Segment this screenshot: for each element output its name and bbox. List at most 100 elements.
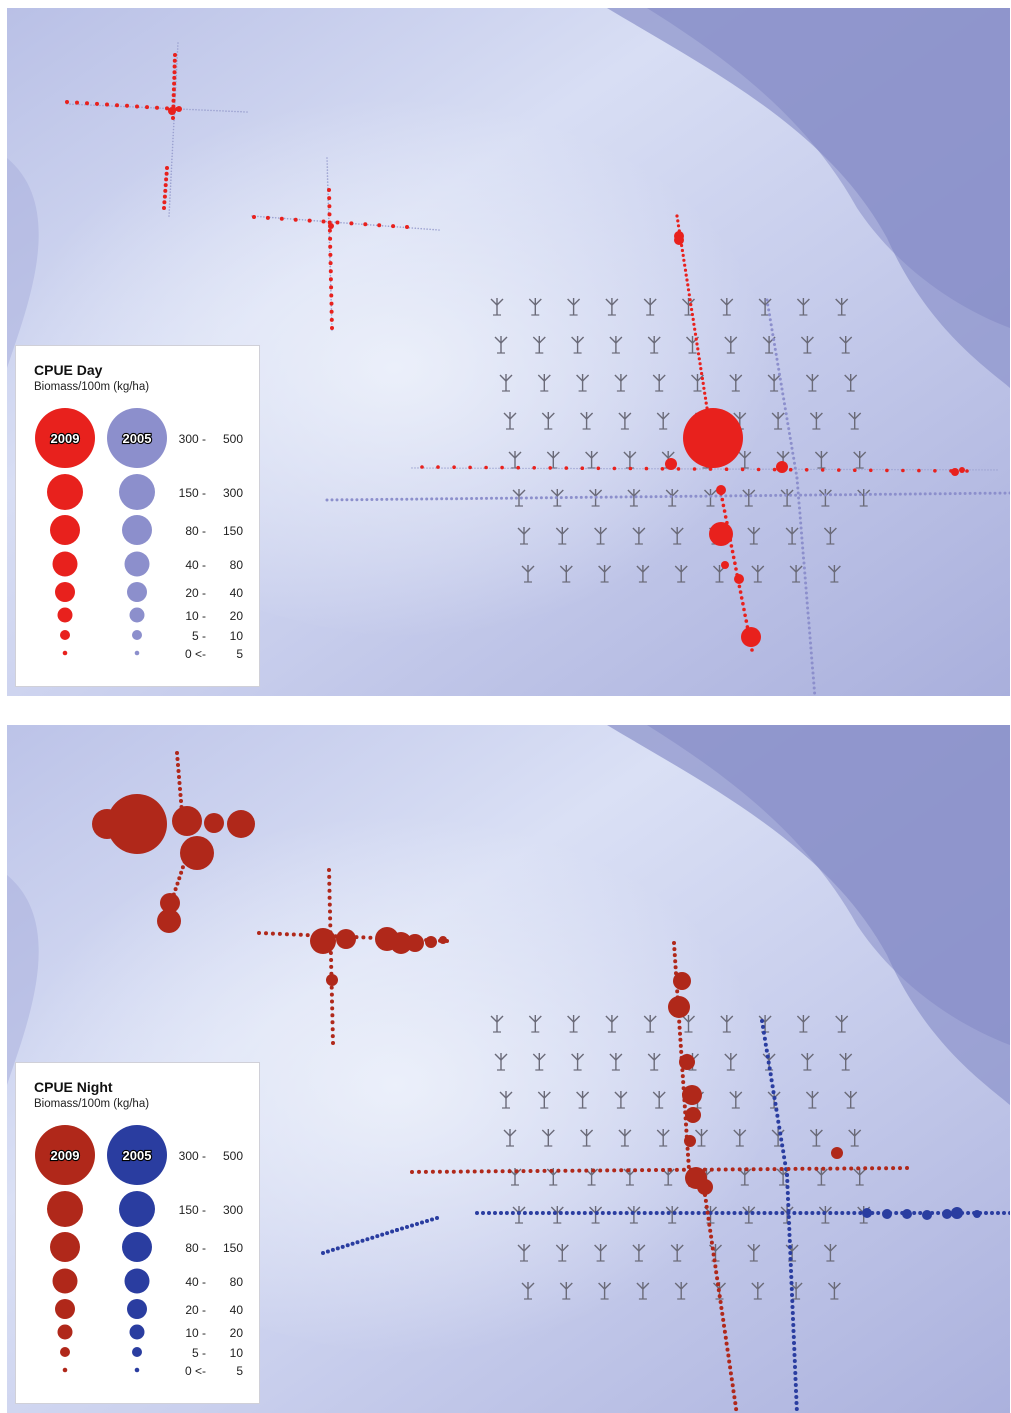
turbine-blade <box>848 412 856 420</box>
track-2005 <box>761 1024 765 1029</box>
track-2005 <box>804 586 808 590</box>
survey-track <box>326 157 328 159</box>
turbine-icon <box>614 1091 628 1109</box>
track-2005 <box>784 412 788 416</box>
track-2005 <box>380 497 384 501</box>
turbine-icon <box>844 374 858 392</box>
track-2005 <box>564 496 568 499</box>
track-2005 <box>794 1401 799 1405</box>
survey-track <box>213 109 215 112</box>
track-2005 <box>599 495 603 499</box>
track-2009 <box>542 1168 547 1173</box>
track-2009 <box>730 1167 735 1172</box>
legend-row: 0 <- 5 <box>62 1364 243 1378</box>
legend-range-low: 0 <- <box>185 647 206 661</box>
turbine-blade <box>576 374 584 382</box>
survey-track <box>552 467 554 470</box>
bubble-2009 <box>92 809 122 839</box>
survey-track <box>687 468 689 470</box>
turbine-blade <box>490 298 498 306</box>
turbine-blade <box>573 1015 581 1023</box>
track-2009 <box>452 465 456 470</box>
survey-track <box>888 468 890 471</box>
track-2009 <box>853 468 857 473</box>
track-2009 <box>721 1317 726 1322</box>
turbine-blade <box>844 374 852 382</box>
track-2005 <box>787 1239 792 1243</box>
legend-range-low: 40 - <box>185 558 206 572</box>
turbine-blade <box>633 489 641 497</box>
track-2005 <box>624 495 628 499</box>
turbine-blade <box>777 412 785 420</box>
turbine-blade <box>809 1129 817 1137</box>
turbine-blade <box>508 451 516 459</box>
survey-track <box>283 217 286 220</box>
track-2009 <box>391 224 396 229</box>
track-2005 <box>709 494 713 498</box>
turbine-blade <box>802 298 810 306</box>
survey-track <box>432 467 434 469</box>
turbine-blade <box>534 298 542 306</box>
turbine-icon <box>647 336 661 354</box>
track-2005 <box>785 1179 790 1183</box>
track-2005 <box>798 511 802 515</box>
survey-track <box>170 179 172 181</box>
turbine-icon <box>643 1015 657 1033</box>
track-2009 <box>327 204 332 209</box>
track-2005 <box>768 1211 773 1215</box>
track-2005 <box>765 298 769 302</box>
track-2009 <box>965 469 969 473</box>
survey-track <box>329 256 331 259</box>
survey-track <box>882 468 884 471</box>
turbine-blade <box>559 1282 567 1290</box>
track-2005 <box>809 651 813 655</box>
track-2005 <box>800 536 804 540</box>
track-2005 <box>777 367 781 371</box>
bubble-2009 <box>227 810 255 838</box>
turbine-icon <box>559 1282 573 1300</box>
track-2009 <box>626 1168 631 1173</box>
survey-track <box>654 468 656 470</box>
turbine-blade <box>753 1244 761 1252</box>
survey-track <box>738 468 740 470</box>
bubble-2005 <box>862 1208 872 1218</box>
track-2009 <box>661 1168 665 1172</box>
turbine-blade <box>713 1282 720 1290</box>
track-2005 <box>788 1245 792 1249</box>
turbine-blade <box>720 298 728 306</box>
track-2009 <box>687 293 691 297</box>
track-2009 <box>675 214 679 218</box>
turbine-blade <box>523 1244 531 1252</box>
track-2005 <box>780 1143 785 1148</box>
legend-range-high: 40 <box>230 586 244 600</box>
turbine-blade <box>841 298 849 306</box>
track-2005 <box>425 497 429 501</box>
survey-track <box>168 206 171 208</box>
track-2009 <box>500 1169 505 1174</box>
track-2009 <box>731 555 736 560</box>
turbine-blade <box>762 336 770 344</box>
survey-track <box>331 221 333 223</box>
track-2009 <box>328 277 333 282</box>
survey-track <box>927 469 929 471</box>
turbine-icon <box>796 1015 810 1033</box>
track-2005 <box>772 338 776 342</box>
track-2009 <box>75 100 79 105</box>
track-2009 <box>647 1168 651 1173</box>
track-2005 <box>619 495 623 499</box>
survey-track <box>234 110 236 113</box>
turbine-blade <box>604 1282 612 1290</box>
survey-track <box>319 220 322 222</box>
turbine-icon <box>555 1244 569 1262</box>
turbine-icon <box>656 1129 670 1147</box>
track-2005 <box>770 328 774 332</box>
turbine-blade <box>733 1129 741 1137</box>
track-2005 <box>810 1211 815 1215</box>
track-2005 <box>500 496 503 500</box>
survey-track <box>222 110 224 112</box>
turbine-icon <box>789 565 803 583</box>
bubble-2009 <box>665 458 677 470</box>
turbine-blade <box>555 1244 563 1252</box>
track-2005 <box>893 492 897 496</box>
survey-track <box>474 467 476 469</box>
